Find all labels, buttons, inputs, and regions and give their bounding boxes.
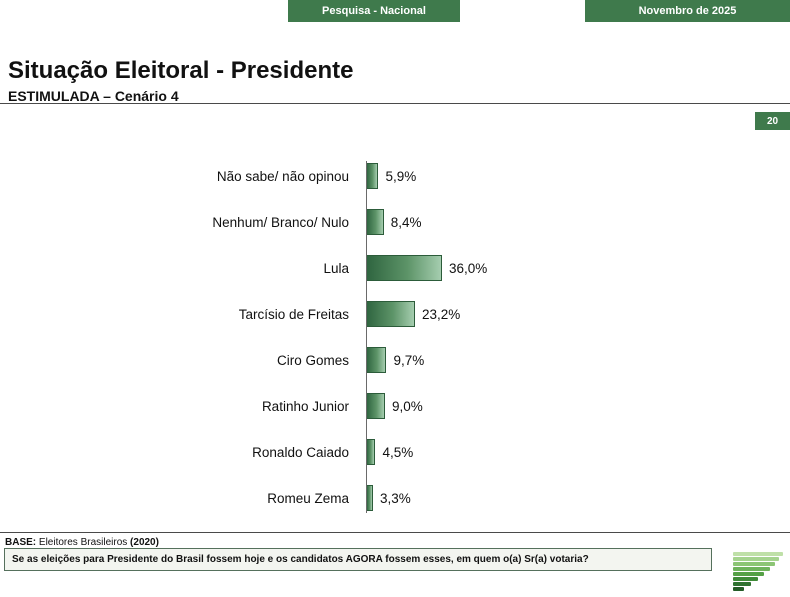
question-box: Se as eleições para Presidente do Brasil… [4,548,712,571]
page-subtitle: ESTIMULADA – Cenário 4 [8,88,179,104]
header-tab-survey: Pesquisa - Nacional [288,0,460,22]
bar-value-label: 4,5% [382,444,414,460]
bar-category-label: Ratinho Junior [261,398,349,414]
bar-area: 36,0% [366,255,487,281]
logo-stripe [733,557,779,561]
logo-stripe [733,572,764,576]
bar-area: 5,9% [366,163,416,189]
footer-divider [0,532,790,533]
bar-value-label: 3,3% [379,490,411,506]
bar [366,301,415,327]
question-text: Se as eleições para Presidente do Brasil… [12,554,589,565]
chart-rows: Não sabe/ não opinou 5,9% Nenhum/ Branco/ … [0,153,790,521]
base-note-year: (2020) [130,537,159,548]
base-note-text: Eleitores Brasileiros [36,537,131,548]
bar [366,485,373,511]
chart-row: Tarcísio de Freitas 23,2% [0,291,790,337]
logo-stripe [733,562,775,566]
bar-value-label: 9,0% [391,398,423,414]
chart-row: Não sabe/ não opinou 5,9% [0,153,790,199]
bar [366,393,385,419]
bar-category-label: Tarcísio de Freitas [238,306,349,322]
logo-stripe [733,587,744,591]
title-divider [0,103,790,104]
chart-row: Nenhum/ Branco/ Nulo 8,4% [0,199,790,245]
header-tab-date-label: Novembro de 2025 [638,5,737,17]
bar-value-label: 36,0% [448,260,488,276]
bar-area: 8,4% [366,209,422,235]
bar-category-label: Ronaldo Caiado [252,444,349,460]
logo-stripe [733,577,758,581]
bar-category-label: Nenhum/ Branco/ Nulo [212,214,349,230]
bar [366,347,387,373]
bar [366,255,442,281]
bar [366,209,384,235]
logo-stripe [733,567,770,571]
bar-category-label: Não sabe/ não opinou [216,168,349,184]
bar-value-label: 9,7% [393,352,425,368]
logo-stripe [733,552,783,556]
bar-category-label: Lula [323,260,349,276]
chart-row: Ratinho Junior 9,0% [0,383,790,429]
page-title: Situação Eleitoral - Presidente [8,57,354,84]
chart-axis-line [366,161,367,513]
bar-area: 3,3% [366,485,411,511]
base-note-prefix: BASE: [5,537,37,548]
chart-row: Ronaldo Caiado 4,5% [0,429,790,475]
bar [366,163,379,189]
bar-category-label: Romeu Zema [267,490,349,506]
header-tab-date: Novembro de 2025 [585,0,790,22]
bar-value-label: 5,9% [385,168,417,184]
base-note: BASE: Eleitores Brasileiros (2020) [5,537,159,548]
page-number-badge: 20 [755,112,790,130]
bar-area: 9,0% [366,393,423,419]
bar-area: 23,2% [366,301,460,327]
bar-chart: Não sabe/ não opinou 5,9% Nenhum/ Branco/ … [0,153,790,521]
brand-logo-icon [733,552,785,592]
bar-category-label: Ciro Gomes [276,352,349,368]
bar-value-label: 23,2% [421,306,461,322]
logo-stripe [733,582,751,586]
chart-row: Lula 36,0% [0,245,790,291]
bar-area: 9,7% [366,347,424,373]
bar-area: 4,5% [366,439,413,465]
header-tab-survey-label: Pesquisa - Nacional [322,5,426,17]
bar [366,439,376,465]
chart-row: Ciro Gomes 9,7% [0,337,790,383]
chart-row: Romeu Zema 3,3% [0,475,790,521]
bar-value-label: 8,4% [390,214,422,230]
